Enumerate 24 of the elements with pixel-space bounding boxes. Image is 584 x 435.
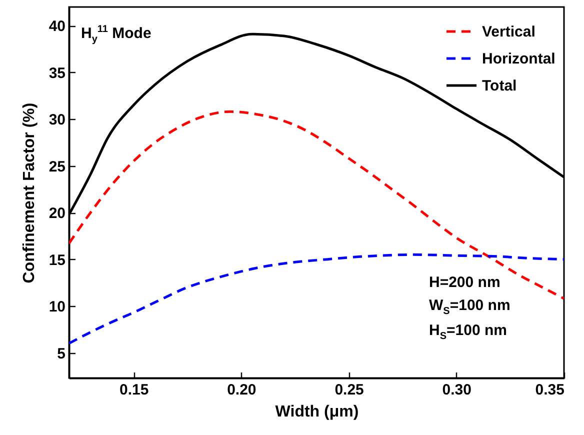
y-tick-label: 5 xyxy=(57,345,66,362)
legend-label: Vertical xyxy=(482,24,536,40)
y-tick-label: 40 xyxy=(48,18,66,36)
legend-label: Horizontal xyxy=(482,50,556,68)
x-tick-label: 0.35 xyxy=(535,382,564,398)
annotation: H=200 nm xyxy=(429,274,500,291)
x-tick-label: 0.20 xyxy=(227,382,256,398)
annotation: H$_{S}$=100 nm xyxy=(429,322,507,342)
y-tick-label: 25 xyxy=(48,158,66,176)
y-tick-label: 10 xyxy=(48,298,66,316)
x-tick-label: 0.30 xyxy=(442,382,472,398)
annotation: W$_{S}$=100 nm xyxy=(429,297,510,317)
y-tick-label: 20 xyxy=(48,205,66,222)
y-tick-label: 35 xyxy=(48,64,66,82)
x-axis-title: Width (μm) xyxy=(275,404,359,420)
y-tick-label: 30 xyxy=(48,112,66,129)
legend-label: Total xyxy=(482,78,517,94)
y-axis-title: Confinement Factor (%) xyxy=(20,102,38,284)
x-tick-label: 0.25 xyxy=(334,382,364,398)
x-tick-label: 0.15 xyxy=(119,382,149,398)
line-series xyxy=(69,110,564,300)
y-tick-label: 15 xyxy=(48,252,66,269)
line-series xyxy=(69,253,564,345)
annotation: H$_{y}$$^{11}$ Mode xyxy=(81,24,152,45)
